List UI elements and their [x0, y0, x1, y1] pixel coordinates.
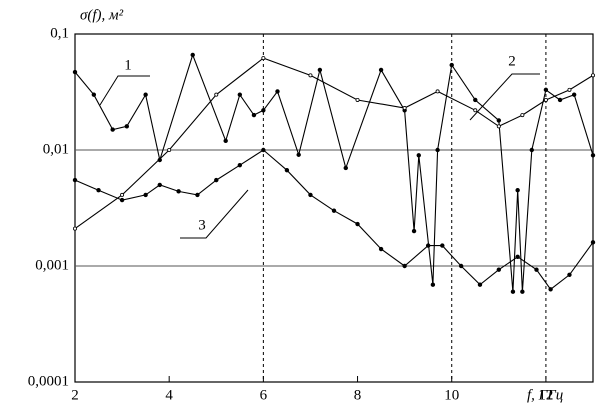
- series-marker: [449, 62, 454, 68]
- series-marker: [496, 118, 502, 123]
- leader-line: [469, 73, 540, 121]
- series-marker: [515, 188, 520, 193]
- series-marker: [496, 124, 501, 129]
- series-marker: [167, 147, 172, 152]
- series-marker: [515, 254, 520, 260]
- series-marker: [378, 246, 384, 252]
- series-label: 2: [508, 53, 516, 69]
- series-marker: [119, 197, 125, 203]
- series-marker: [261, 56, 266, 61]
- x-tick-label: 12: [538, 387, 553, 403]
- plot-frame: [74, 33, 594, 383]
- series-marker: [355, 221, 360, 227]
- series-marker: [473, 97, 478, 103]
- series-marker: [143, 192, 148, 198]
- series-marker: [435, 147, 440, 153]
- series-marker: [473, 108, 478, 113]
- y-tick-label: 0,0001: [28, 373, 69, 389]
- series-marker: [72, 69, 78, 75]
- series-marker: [296, 152, 301, 157]
- x-axis-label: f, ГГц: [527, 387, 563, 403]
- series-marker: [590, 153, 596, 158]
- series-marker: [571, 92, 577, 97]
- series-marker: [223, 138, 228, 144]
- leader-line: [180, 189, 249, 239]
- series-marker: [402, 106, 407, 111]
- series-marker: [317, 67, 323, 73]
- series-marker: [425, 243, 431, 248]
- series-marker: [73, 226, 78, 231]
- series-marker: [214, 92, 219, 97]
- series-marker: [520, 113, 525, 118]
- series-label: 3: [198, 217, 206, 233]
- series-marker: [261, 147, 266, 153]
- series-marker: [251, 112, 257, 118]
- series-marker: [520, 289, 525, 294]
- series-label: 1: [124, 57, 132, 73]
- y-axis-label: σ(f), м²: [80, 7, 124, 23]
- series-marker: [275, 89, 280, 94]
- y-tick-label: 0,1: [50, 25, 69, 41]
- series-marker: [548, 287, 553, 292]
- series-line: [74, 149, 594, 291]
- series-marker: [430, 282, 436, 287]
- series-marker: [534, 267, 539, 272]
- x-tick-label: 8: [354, 387, 362, 403]
- series-marker: [261, 108, 266, 113]
- series-marker: [195, 192, 200, 198]
- series-marker: [72, 177, 78, 183]
- x-tick-label: 2: [71, 387, 79, 403]
- series-marker: [120, 192, 125, 197]
- series-marker: [96, 188, 101, 193]
- series-marker: [176, 189, 181, 194]
- series-marker: [567, 87, 572, 92]
- series-marker: [157, 182, 162, 188]
- y-tick-label: 0,001: [35, 257, 69, 273]
- x-tick-label: 10: [444, 387, 459, 403]
- series-marker: [143, 92, 148, 97]
- series-marker: [190, 52, 195, 58]
- series-marker: [284, 167, 290, 173]
- series-marker: [590, 240, 596, 245]
- series-line: [74, 57, 594, 230]
- series-marker: [331, 208, 337, 213]
- series-marker: [355, 97, 360, 102]
- series-marker: [237, 162, 243, 168]
- y-tick-label: 0,01: [43, 141, 69, 157]
- series-marker: [378, 67, 384, 73]
- series-marker: [529, 147, 534, 153]
- series-marker: [91, 92, 97, 97]
- series-marker: [557, 97, 563, 103]
- series-marker: [496, 267, 502, 272]
- series-marker: [543, 87, 549, 93]
- series-marker: [591, 73, 596, 78]
- x-tick-label: 4: [165, 387, 173, 403]
- series-marker: [416, 153, 421, 158]
- series-marker: [308, 192, 313, 198]
- series-marker: [440, 243, 445, 248]
- x-tick-label: 6: [260, 387, 268, 403]
- series-marker: [308, 73, 313, 78]
- series-marker: [402, 263, 407, 269]
- series-marker: [124, 124, 129, 129]
- series-marker: [214, 177, 219, 183]
- series-marker: [435, 89, 440, 94]
- series-marker: [237, 92, 243, 97]
- series-line: [74, 53, 594, 292]
- series-marker: [567, 272, 572, 277]
- series-marker: [343, 165, 348, 171]
- series-marker: [543, 97, 548, 102]
- series-marker: [411, 228, 417, 234]
- series-marker: [110, 127, 115, 132]
- leader-line: [99, 75, 150, 106]
- series-marker: [510, 289, 516, 294]
- series-marker: [458, 263, 464, 269]
- series-marker: [477, 282, 483, 287]
